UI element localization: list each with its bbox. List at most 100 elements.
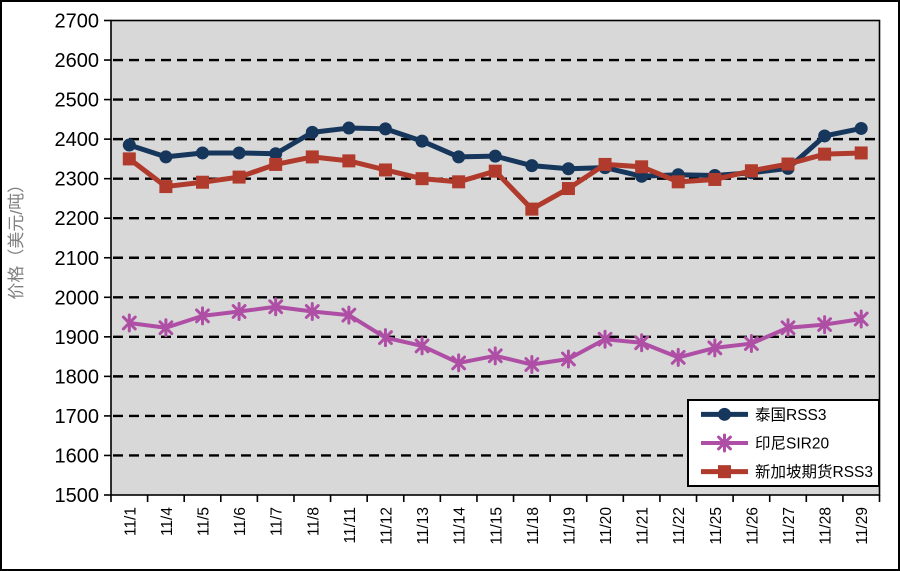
x-axis-tick-label: 11/26 xyxy=(744,507,761,545)
y-axis-tick-label: 2300 xyxy=(55,169,100,191)
data-point-marker-singapore-futures-rss3 xyxy=(159,180,173,194)
data-point-marker-singapore-futures-rss3 xyxy=(744,164,758,178)
data-point-marker-indonesia-sir20 xyxy=(158,320,174,336)
data-point-marker-singapore-futures-rss3 xyxy=(708,172,722,186)
data-point-marker-indonesia-sir20 xyxy=(487,348,503,364)
data-point-marker-singapore-futures-rss3 xyxy=(269,157,283,171)
y-axis-tick-label: 2200 xyxy=(55,208,100,230)
x-axis-tick-label: 11/4 xyxy=(159,507,176,536)
data-point-marker-singapore-futures-rss3 xyxy=(818,147,832,161)
y-axis-tick-label: 2400 xyxy=(55,129,100,151)
data-point-marker-thailand-rss3 xyxy=(525,159,539,173)
data-point-marker-thailand-rss3 xyxy=(305,125,319,139)
data-point-marker-thailand-rss3 xyxy=(232,146,246,160)
y-axis-tick-label: 2000 xyxy=(55,287,100,309)
x-axis-tick-label: 11/15 xyxy=(488,507,505,545)
data-point-marker-thailand-rss3 xyxy=(415,134,429,148)
x-axis-tick-label: 11/29 xyxy=(854,507,871,545)
y-axis-title: 价格（美元/吨） xyxy=(7,176,26,300)
x-axis-tick-label: 11/18 xyxy=(525,507,542,545)
x-axis-tick-label: 11/12 xyxy=(378,507,395,545)
data-point-marker-thailand-rss3 xyxy=(378,122,392,136)
data-point-marker-singapore-futures-rss3 xyxy=(488,164,502,178)
data-point-marker-thailand-rss3 xyxy=(854,121,868,135)
y-axis-tick-label: 2100 xyxy=(55,248,100,270)
x-axis-tick-label: 11/21 xyxy=(635,507,652,545)
data-point-marker-indonesia-sir20 xyxy=(304,304,320,319)
data-point-marker-singapore-futures-rss3 xyxy=(561,182,575,196)
data-point-marker-thailand-rss3 xyxy=(818,129,832,143)
data-point-marker-singapore-futures-rss3 xyxy=(452,175,466,189)
x-axis-tick-label: 11/27 xyxy=(781,507,798,545)
data-point-marker-singapore-futures-rss3 xyxy=(195,175,209,189)
data-point-marker-indonesia-sir20 xyxy=(707,340,723,356)
legend-label-indonesia-sir20: 印尼SIR20 xyxy=(755,435,829,453)
data-point-marker-indonesia-sir20 xyxy=(268,299,284,315)
x-axis-tick-label: 11/1 xyxy=(122,507,139,536)
data-point-marker-singapore-futures-rss3 xyxy=(122,152,136,166)
data-point-marker-singapore-futures-rss3 xyxy=(598,157,612,171)
y-axis-tick-label: 2700 xyxy=(55,11,100,33)
data-point-marker-indonesia-sir20 xyxy=(231,304,247,319)
legend-label-singapore-futures-rss3: 新加坡期货RSS3 xyxy=(755,463,873,481)
data-point-marker-indonesia-sir20 xyxy=(341,307,357,323)
data-point-marker-singapore-futures-rss3 xyxy=(305,150,319,164)
data-point-marker-thailand-rss3 xyxy=(488,149,502,163)
data-point-marker-singapore-futures-rss3 xyxy=(415,172,429,186)
data-point-marker-thailand-rss3 xyxy=(342,121,356,135)
data-point-marker-singapore-futures-rss3 xyxy=(232,170,246,184)
data-point-marker-thailand-rss3 xyxy=(561,162,575,176)
data-point-marker-indonesia-sir20 xyxy=(634,335,650,351)
data-point-marker-thailand-rss3 xyxy=(452,150,466,164)
data-point-marker-singapore-futures-rss3 xyxy=(671,175,685,189)
x-axis-tick-label: 11/11 xyxy=(342,507,359,544)
data-point-marker-thailand-rss3 xyxy=(195,146,209,160)
data-point-marker-indonesia-sir20 xyxy=(195,308,210,324)
x-axis-tick-label: 11/19 xyxy=(561,507,578,545)
data-point-marker-thailand-rss3 xyxy=(122,138,136,152)
y-axis-tick-label: 2500 xyxy=(55,90,100,112)
data-point-marker-indonesia-sir20 xyxy=(378,330,393,346)
legend-label-thailand-rss3: 泰国RSS3 xyxy=(755,406,827,424)
data-point-marker-indonesia-sir20 xyxy=(853,311,869,327)
data-point-marker-indonesia-sir20 xyxy=(670,349,686,365)
data-point-marker-singapore-futures-rss3 xyxy=(525,202,539,216)
x-axis-tick-label: 11/22 xyxy=(671,507,688,545)
data-point-marker-singapore-futures-rss3 xyxy=(378,163,392,177)
data-point-marker-indonesia-sir20 xyxy=(743,336,759,351)
legend-marker-singapore-futures-rss3 xyxy=(718,465,731,479)
data-point-marker-singapore-futures-rss3 xyxy=(342,154,356,168)
data-point-marker-indonesia-sir20 xyxy=(414,338,430,354)
data-point-marker-indonesia-sir20 xyxy=(817,317,833,332)
data-point-marker-indonesia-sir20 xyxy=(121,315,137,331)
data-point-marker-singapore-futures-rss3 xyxy=(854,146,868,160)
x-axis-tick-label: 11/6 xyxy=(232,507,249,536)
legend-marker-indonesia-sir20 xyxy=(717,435,732,451)
x-axis-tick-label: 11/28 xyxy=(818,507,835,545)
y-axis-tick-label: 1800 xyxy=(55,366,100,388)
data-point-marker-thailand-rss3 xyxy=(269,147,283,161)
data-point-marker-indonesia-sir20 xyxy=(780,320,796,336)
data-point-marker-singapore-futures-rss3 xyxy=(781,157,795,171)
y-axis-tick-label: 1700 xyxy=(55,406,100,428)
y-axis-tick-label: 1600 xyxy=(55,445,100,467)
data-point-marker-indonesia-sir20 xyxy=(524,357,540,372)
x-axis-tick-label: 11/13 xyxy=(415,507,432,545)
x-axis-tick-label: 11/20 xyxy=(598,507,615,545)
data-point-marker-indonesia-sir20 xyxy=(451,355,467,371)
data-point-marker-indonesia-sir20 xyxy=(561,351,576,367)
legend-marker-thailand-rss3 xyxy=(718,407,731,421)
data-point-marker-indonesia-sir20 xyxy=(597,331,613,347)
data-point-marker-singapore-futures-rss3 xyxy=(635,160,649,174)
x-axis-tick-label: 11/25 xyxy=(708,507,725,545)
x-axis-tick-label: 11/8 xyxy=(305,507,322,536)
y-axis-tick-label: 1900 xyxy=(55,327,100,349)
y-axis-tick-label: 2600 xyxy=(55,50,100,72)
y-axis-tick-label: 1500 xyxy=(55,485,100,507)
x-axis-tick-label: 11/14 xyxy=(452,507,469,545)
data-point-marker-thailand-rss3 xyxy=(159,150,173,164)
x-axis-tick-label: 11/7 xyxy=(269,507,286,536)
x-axis-tick-label: 11/5 xyxy=(195,507,212,536)
